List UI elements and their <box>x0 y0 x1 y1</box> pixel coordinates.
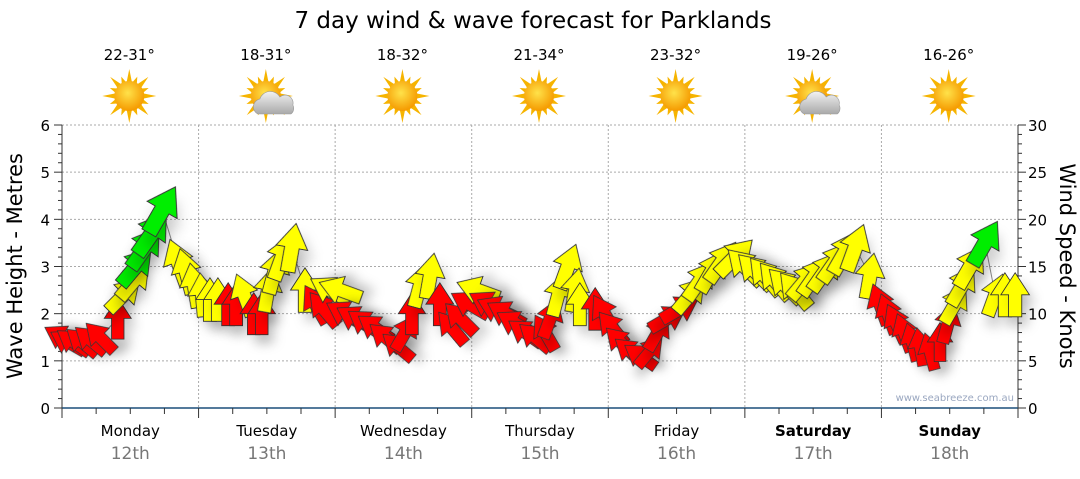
wind-arrow <box>85 322 119 356</box>
y-tick-label: 1 <box>40 353 50 371</box>
wind-arrow <box>318 275 365 305</box>
temperature-range: 18-32° <box>377 46 428 64</box>
y-tick-label: 5 <box>40 164 50 182</box>
day-label: Thursday <box>504 422 575 440</box>
partly-cloudy-icon <box>785 69 841 123</box>
day-label: Tuesday <box>235 422 297 440</box>
y2-tick-label: 20 <box>1028 211 1047 229</box>
y-tick-label: 2 <box>40 306 50 324</box>
y-tick-label: 3 <box>40 259 50 277</box>
day-label: Monday <box>101 422 160 440</box>
wind-arrow <box>1000 271 1031 318</box>
sun-icon <box>512 69 566 123</box>
date-label: 14th <box>384 444 423 464</box>
sun-icon <box>648 69 703 123</box>
temperature-range: 19-26° <box>787 46 838 64</box>
sun-icon <box>102 69 157 123</box>
wind-arrow <box>965 220 1000 269</box>
day-label: Friday <box>654 422 700 440</box>
date-label: 18th <box>930 444 969 464</box>
temperature-range: 22-31° <box>104 46 155 64</box>
day-label: Saturday <box>775 422 852 440</box>
y2-tick-label: 15 <box>1028 259 1047 277</box>
date-label: 16th <box>657 444 696 464</box>
y2-tick-label: 10 <box>1028 306 1047 324</box>
y-tick-label: 6 <box>40 117 50 135</box>
date-label: 15th <box>520 444 559 464</box>
date-label: 13th <box>247 444 286 464</box>
watermark: www.seabreeze.com.au <box>896 393 1014 404</box>
temperature-range: 23-32° <box>650 46 701 64</box>
temperature-range: 16-26° <box>923 46 974 64</box>
temperature-range: 18-31° <box>240 46 291 64</box>
y2-tick-label: 0 <box>1028 400 1038 418</box>
chart-title: 7 day wind & wave forecast for Parklands <box>294 8 771 34</box>
y2-tick-label: 25 <box>1028 164 1047 182</box>
y-axis-label: Wave Height - Metres <box>3 153 27 379</box>
date-label: 17th <box>794 444 833 464</box>
wind-arrow <box>141 186 178 238</box>
partly-cloudy-icon <box>238 69 294 123</box>
sun-icon <box>921 69 976 123</box>
wind-arrow <box>565 281 595 327</box>
y2-tick-label: 5 <box>1028 353 1038 371</box>
day-label: Wednesday <box>360 422 447 440</box>
temperature-range: 21-34° <box>513 46 564 64</box>
y-tick-label: 4 <box>40 211 50 229</box>
date-label: 12th <box>111 444 150 464</box>
y2-axis-label: Wind Speed - Knots <box>1055 163 1079 368</box>
wind-arrow <box>839 223 871 274</box>
wind-arrow <box>275 222 309 274</box>
day-label: Sunday <box>919 422 982 440</box>
sun-icon <box>375 69 430 123</box>
y-tick-label: 0 <box>40 400 50 418</box>
y2-tick-label: 30 <box>1028 117 1047 135</box>
